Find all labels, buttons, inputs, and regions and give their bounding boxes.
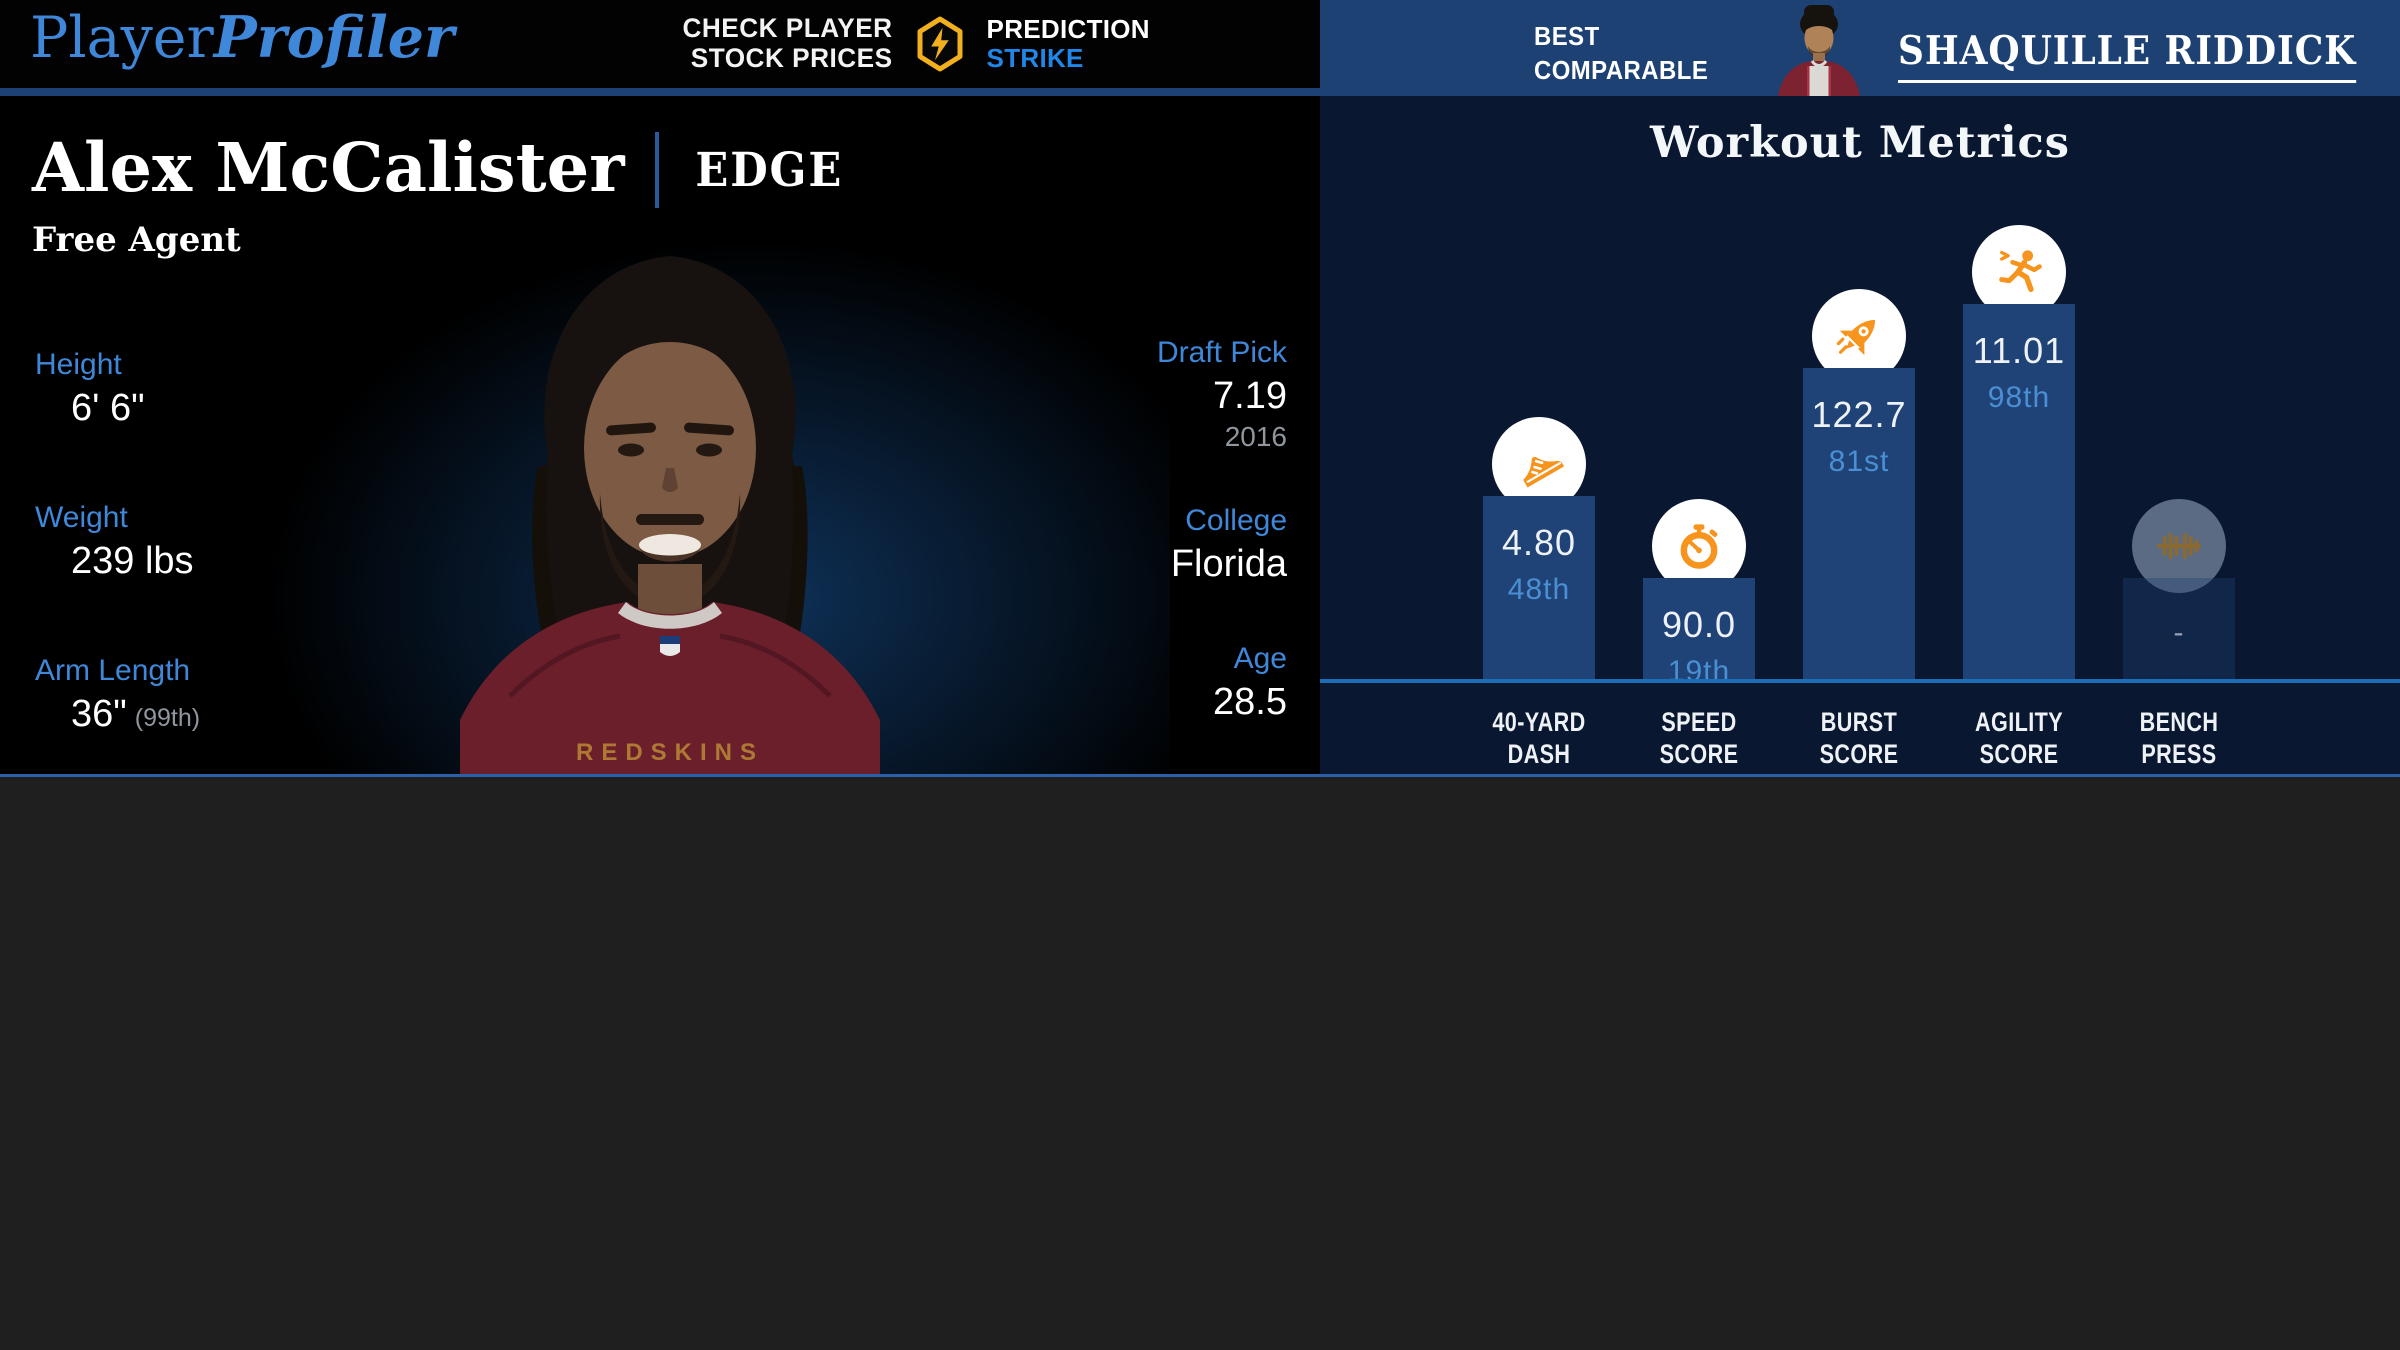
stopwatch-icon: [1652, 499, 1746, 593]
bar-value: -: [2173, 616, 2185, 649]
axis-label-agility-score: AGILITY SCORE: [1975, 707, 2063, 770]
bar-percentile: 81st: [1828, 445, 1890, 478]
stat-arm-length-value: 36" (99th): [71, 693, 201, 735]
best-comparable-strip: BEST COMPARABLE SHAQUILLE RIDDICK: [1320, 0, 2400, 96]
player-name-row: Alex McCalister EDGE: [32, 126, 849, 208]
check-stock-prices-text: CHECK PLAYER STOCK PRICES: [682, 13, 893, 73]
stat-height-value: 6' 6": [71, 387, 145, 429]
player-headshot-photo: REDSKINS: [390, 96, 950, 777]
runner-icon: [1972, 225, 2066, 319]
chart-baseline: [1320, 679, 2400, 683]
best-comparable-label: BEST COMPARABLE: [1534, 21, 1709, 85]
top-header-bar: [0, 0, 1320, 88]
comparable-player-photo[interactable]: [1760, 0, 1878, 96]
workout-metrics-panel: Workout Metrics 4.80 48th: [1320, 96, 2400, 777]
bar-40-yard-dash: 4.80 48th: [1483, 496, 1595, 681]
bar-speed-score: 90.0 19th: [1643, 578, 1755, 688]
comparable-player-name-link[interactable]: SHAQUILLE RIDDICK: [1898, 28, 2357, 83]
stat-draft-pick-label: Draft Pick: [1156, 336, 1287, 369]
stat-age-value: 28.5: [1213, 681, 1287, 723]
stat-draft-pick: Draft Pick 7.19 2016: [1157, 336, 1287, 453]
player-team-status: Free Agent: [32, 220, 241, 260]
bar-value: 4.80: [1501, 522, 1577, 563]
bar-percentile: 48th: [1507, 573, 1571, 606]
stat-college: College Florida: [1171, 504, 1287, 586]
logo-word-profiler: Profiler: [213, 4, 455, 71]
name-position-divider: [654, 132, 659, 208]
bar-percentile: 98th: [1987, 381, 2051, 414]
panel-bottom-accent-line: [0, 774, 2400, 777]
stat-weight: Weight 239 lbs: [35, 501, 202, 583]
stat-draft-year: 2016: [1224, 421, 1287, 452]
stat-height-label: Height: [35, 348, 122, 381]
bar-percentile: 19th: [1667, 655, 1731, 688]
player-name: Alex McCalister: [32, 127, 625, 207]
rocket-icon: [1812, 289, 1906, 383]
barbell-icon: [2132, 499, 2226, 593]
axis-label-bench-press: BENCH PRESS: [2139, 707, 2219, 770]
bar-value: 90.0: [1661, 604, 1737, 645]
prediction-strike-wordmark: PREDICTION STRIKE: [986, 13, 1150, 73]
stat-college-label: College: [1185, 504, 1287, 537]
stat-arm-length-label: Arm Length: [35, 654, 191, 687]
bar-column-burst-score: 122.7 81st: [1803, 289, 1915, 681]
stat-arm-length: Arm Length 36" (99th): [35, 654, 200, 736]
bar-column-speed-score: 90.0 19th: [1643, 499, 1755, 688]
workout-metrics-title: Workout Metrics: [1650, 118, 2070, 168]
logo-word-player: Player: [30, 5, 214, 71]
shoe-icon: [1492, 417, 1586, 511]
stat-weight-label: Weight: [35, 501, 128, 534]
bar-agility-score: 11.01 98th: [1963, 304, 2075, 681]
axis-label-burst-score: BURST SCORE: [1819, 707, 1899, 770]
metrics-bar-chart: 4.80 48th 90.0 19th: [1320, 96, 2400, 688]
stat-weight-value: 239 lbs: [71, 540, 194, 582]
bar-column-40-yard-dash: 4.80 48th: [1483, 417, 1595, 681]
stat-college-value: Florida: [1170, 543, 1287, 585]
svg-text:REDSKINS: REDSKINS: [576, 739, 764, 766]
bar-bench-press: -: [2123, 578, 2235, 681]
stat-height: Height 6' 6": [35, 348, 153, 430]
bar-column-bench-press: -: [2123, 499, 2235, 681]
prediction-strike-hexagon-bolt-icon: [913, 14, 967, 74]
bar-value: 122.7: [1811, 394, 1907, 435]
player-position: EDGE: [694, 142, 843, 198]
playerprofiler-logo[interactable]: PlayerProfiler: [30, 4, 454, 71]
header-accent-line: [0, 88, 1320, 96]
prediction-strike-promo-link[interactable]: CHECK PLAYER STOCK PRICES PREDICTION STR…: [676, 12, 1150, 76]
bar-value: 11.01: [1972, 330, 2066, 371]
stat-age: Age 28.5: [1213, 642, 1287, 724]
player-summary-panel: REDSKINS Alex McCalister EDGE Free Agent…: [0, 96, 1320, 777]
bar-column-agility-score: 11.01 98th: [1963, 225, 2075, 681]
axis-label-40-yard-dash: 40-YARD DASH: [1492, 707, 1586, 770]
bar-burst-score: 122.7 81st: [1803, 368, 1915, 681]
stat-age-label: Age: [1233, 642, 1287, 675]
stat-draft-pick-value: 7.19: [1213, 375, 1287, 417]
axis-label-speed-score: SPEED SCORE: [1659, 707, 1739, 770]
